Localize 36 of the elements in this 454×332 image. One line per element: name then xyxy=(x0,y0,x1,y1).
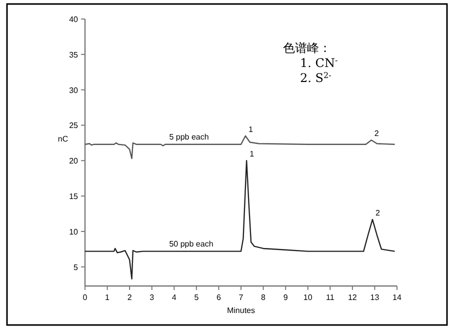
y-tick-label: 35 xyxy=(69,50,79,60)
y-axis-title: nC xyxy=(58,134,68,144)
line-series xyxy=(84,160,396,280)
y-tick-label: 15 xyxy=(69,192,79,202)
series-label: 50 ppb each xyxy=(169,239,214,248)
annotation: 1. CN$^{-}$ xyxy=(300,56,338,70)
y-tick-label: 40 xyxy=(69,15,79,24)
x-tick-label: 14 xyxy=(392,293,402,302)
x-tick-label: 7 xyxy=(238,293,244,302)
x-tick-label: 8 xyxy=(261,293,266,302)
y-tick-label: 25 xyxy=(69,121,79,130)
x-tick-label: 5 xyxy=(194,293,200,302)
annotation: 1 xyxy=(250,150,255,159)
annotation: 色谱峰： xyxy=(283,41,331,55)
annotation: 2. S$^{2-}$ xyxy=(300,70,332,85)
x-tick-label: 0 xyxy=(82,293,88,302)
y-tick-label: 20 xyxy=(69,156,79,166)
x-tick-label: 11 xyxy=(326,293,335,302)
x-tick-label: 1 xyxy=(105,293,110,302)
x-tick-label: 12 xyxy=(348,293,358,302)
x-tick-label: 4 xyxy=(172,293,177,302)
line-series xyxy=(84,135,396,160)
y-tick-label: 30 xyxy=(69,86,79,95)
x-tick-label: 6 xyxy=(216,293,222,302)
y-tick-label: 5 xyxy=(74,262,79,272)
annotation: 2 xyxy=(374,129,380,138)
annotation: 1 xyxy=(248,124,254,134)
y-tick-label: 10 xyxy=(69,227,79,236)
x-tick-label: 2 xyxy=(127,293,132,302)
annotation: 2 xyxy=(375,208,380,218)
x-tick-label: 9 xyxy=(283,293,288,302)
x-axis-title: Minutes xyxy=(226,306,256,315)
x-tick-label: 3 xyxy=(150,293,155,302)
x-tick-label: 10 xyxy=(303,293,313,302)
x-tick-label: 13 xyxy=(370,293,380,302)
series-label: 5 ppb each xyxy=(169,132,209,142)
